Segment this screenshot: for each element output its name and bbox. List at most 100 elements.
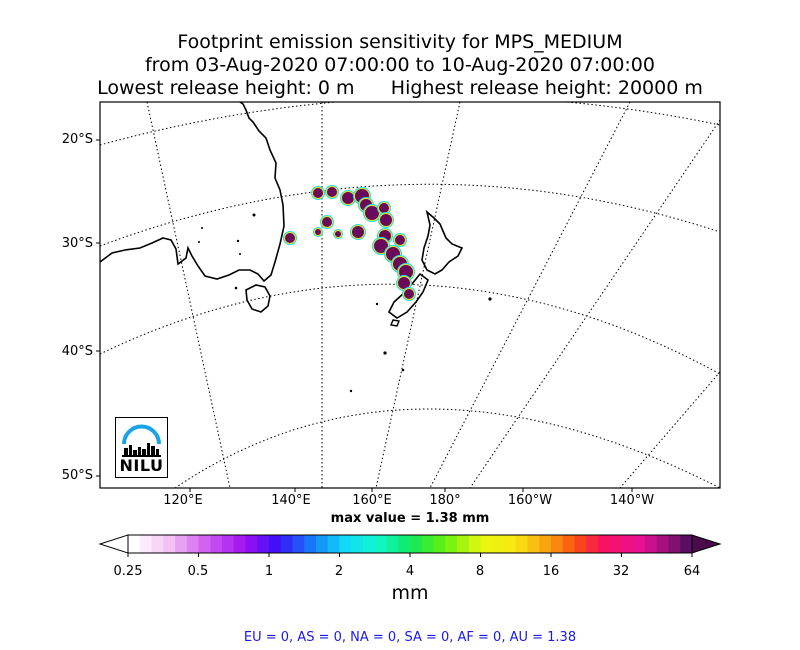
colorbar-cell	[210, 535, 223, 553]
colorbar-max-extend	[691, 534, 722, 554]
map-frame	[99, 101, 721, 489]
colorbar-min-extend	[98, 534, 129, 554]
colorbar-tick-label: 4	[405, 564, 415, 579]
map-area	[100, 102, 720, 488]
colorbar-tick-label: 0.5	[187, 564, 209, 579]
footprint-blob	[315, 229, 321, 235]
colorbar-cell	[598, 535, 611, 553]
footprint-blob	[374, 239, 388, 253]
colorbar-cell	[139, 535, 152, 553]
colorbar-cell	[562, 535, 575, 553]
colorbar-cell	[515, 535, 528, 553]
region-values-footer: EU = 0, AS = 0, NA = 0, SA = 0, AF = 0, …	[243, 630, 577, 645]
lon-label-180: 180°	[429, 493, 461, 508]
colorbar-cell	[645, 535, 658, 553]
max-value-label: max value = 1.38 mm	[330, 511, 490, 526]
parallel-50s	[174, 408, 720, 488]
footprint-blob	[342, 192, 354, 204]
colorbar-cell	[586, 535, 599, 553]
colorbar-cell	[421, 535, 434, 553]
title-line-1: Footprint emission sensitivity for MPS_M…	[177, 31, 623, 53]
colorbar-cell	[445, 535, 458, 553]
colorbar-cell	[374, 535, 387, 553]
colorbar-tick-label: 8	[475, 564, 485, 579]
colorbar-cell	[527, 535, 540, 553]
lon-label-160e: 160°E	[352, 493, 392, 508]
footprint-blob	[379, 203, 389, 213]
colorbar-cells	[128, 535, 693, 553]
footprint-blob	[404, 289, 414, 299]
colorbar-cell	[351, 535, 364, 553]
tasmania-coastline	[245, 284, 271, 313]
lat-label-20s: 20°S	[61, 132, 93, 147]
meridian-160e	[375, 102, 461, 488]
colorbar-cell	[668, 535, 681, 553]
colorbar-tick-label: 1	[264, 564, 274, 579]
colorbar-ticks	[127, 553, 693, 557]
colorbar-cell	[198, 535, 211, 553]
colorbar-cell	[316, 535, 329, 553]
colorbar-cell	[245, 535, 258, 553]
colorbar-cell	[433, 535, 446, 553]
colorbar-cell	[327, 535, 340, 553]
colorbar-cell	[680, 535, 693, 553]
colorbar-cell	[269, 535, 282, 553]
meridian-180	[429, 102, 631, 488]
colorbar-cell	[304, 535, 317, 553]
colorbar-tick-label: 2	[334, 564, 344, 579]
colorbar-cell	[621, 535, 634, 553]
lat-label-50s: 50°S	[61, 468, 93, 483]
colorbar-tick-label: 32	[612, 564, 630, 579]
colorbar-cell	[633, 535, 646, 553]
longitude-gridlines	[146, 102, 720, 488]
colorbar-cell	[574, 535, 587, 553]
colorbar-cell	[609, 535, 622, 553]
small-islands	[198, 213, 492, 393]
footprint-blob	[335, 231, 341, 237]
colorbar-cell	[222, 535, 235, 553]
colorbar-cell	[186, 535, 199, 553]
colorbar-tick-label: 16	[542, 564, 560, 579]
colorbar-cell	[551, 535, 564, 553]
colorbar-cell	[339, 535, 352, 553]
stewart-island-coastline	[390, 319, 400, 327]
footprint-blob	[380, 214, 392, 226]
footprint-blob	[395, 235, 405, 245]
australia-coastline	[100, 102, 285, 283]
footprint-blob	[327, 187, 337, 197]
colorbar-cell	[398, 535, 411, 553]
colorbar-cell	[151, 535, 164, 553]
meridian-120e	[146, 102, 231, 488]
colorbar-cell	[386, 535, 399, 553]
colorbar-cell	[504, 535, 517, 553]
nilu-logo: NILU	[115, 417, 168, 478]
colorbar-cell	[280, 535, 293, 553]
colorbar-cell	[480, 535, 493, 553]
colorbar-cell	[656, 535, 669, 553]
lat-label-30s: 30°S	[61, 236, 93, 251]
lon-label-120e: 120°E	[163, 493, 203, 508]
colorbar-cell	[257, 535, 270, 553]
footprint-blob	[285, 233, 295, 243]
lon-label-140e: 140°E	[271, 493, 311, 508]
colorbar-tick-label: 64	[683, 564, 701, 579]
colorbar-cell	[175, 535, 188, 553]
colorbar-cell	[457, 535, 470, 553]
nilu-logo-text: NILU	[119, 456, 164, 475]
colorbar-cell	[410, 535, 423, 553]
nilu-logo-icon	[122, 424, 161, 457]
colorbar-cell	[468, 535, 481, 553]
footprint-blob	[322, 217, 332, 227]
lon-label-140w: 140°W	[609, 493, 655, 508]
colorbar-tick-label: 0.25	[113, 564, 143, 579]
colorbar-cell	[292, 535, 305, 553]
footprint-blob	[398, 277, 410, 289]
lon-label-160w: 160°W	[507, 493, 553, 508]
footprint-blob	[313, 188, 323, 198]
colorbar-cell	[539, 535, 552, 553]
colorbar-cell	[233, 535, 246, 553]
colorbar-cell	[163, 535, 176, 553]
lat-label-40s: 40°S	[61, 344, 93, 359]
